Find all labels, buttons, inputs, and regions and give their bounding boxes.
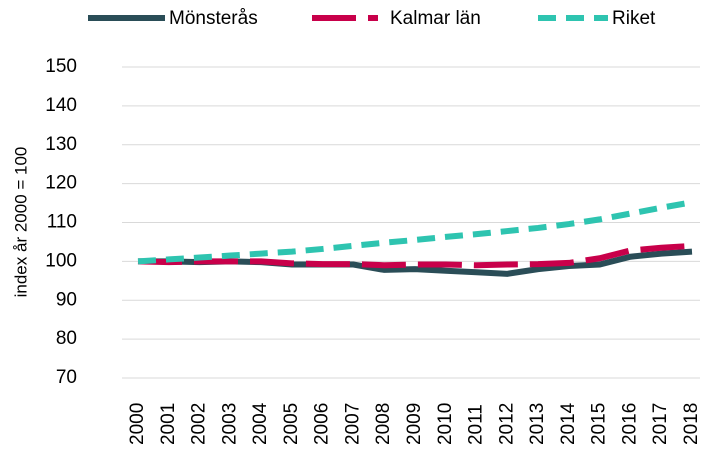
y-tick-label: 80 xyxy=(56,328,77,349)
y-tick-label: 150 xyxy=(45,56,77,77)
x-tick-label: 2007 xyxy=(342,403,363,445)
series-line xyxy=(137,242,693,269)
x-tick-label: 2008 xyxy=(373,403,394,445)
x-tick-label: 2011 xyxy=(466,404,487,445)
x-tick-label: 2013 xyxy=(527,403,548,445)
y-tick-label: 100 xyxy=(45,250,77,271)
x-tick-label: 2018 xyxy=(681,403,702,445)
series-line xyxy=(137,199,693,265)
y-tick-label: 70 xyxy=(56,367,77,388)
x-tick-label: 2009 xyxy=(404,403,425,445)
legend-label: Mönsterås xyxy=(169,8,258,29)
x-tick-label: 2015 xyxy=(589,403,610,445)
y-tick-label: 140 xyxy=(45,95,77,116)
x-tick-label: 2001 xyxy=(158,403,179,445)
x-tick-label: 2006 xyxy=(312,403,333,445)
y-tick-label: 90 xyxy=(56,289,77,310)
legend-label: Riket xyxy=(612,8,656,29)
x-tick-label: 2002 xyxy=(189,403,210,445)
y-tick-label: 130 xyxy=(45,134,77,155)
y-tick-label: 120 xyxy=(45,173,77,194)
y-axis-label: index år 2000 = 100 xyxy=(11,147,30,298)
x-tick-label: 2004 xyxy=(250,402,271,445)
x-tick-label: 2005 xyxy=(281,403,302,445)
x-tick-label: 2000 xyxy=(127,403,148,445)
x-tick-label: 2003 xyxy=(219,403,240,445)
x-tick-label: 2017 xyxy=(650,403,671,445)
y-tick-label: 110 xyxy=(47,212,77,233)
x-tick-label: 2014 xyxy=(558,402,579,445)
x-tick-label: 2012 xyxy=(496,403,517,445)
x-tick-label: 2016 xyxy=(619,403,640,445)
x-tick-label: 2010 xyxy=(435,403,456,445)
legend-label: Kalmar län xyxy=(390,8,481,29)
